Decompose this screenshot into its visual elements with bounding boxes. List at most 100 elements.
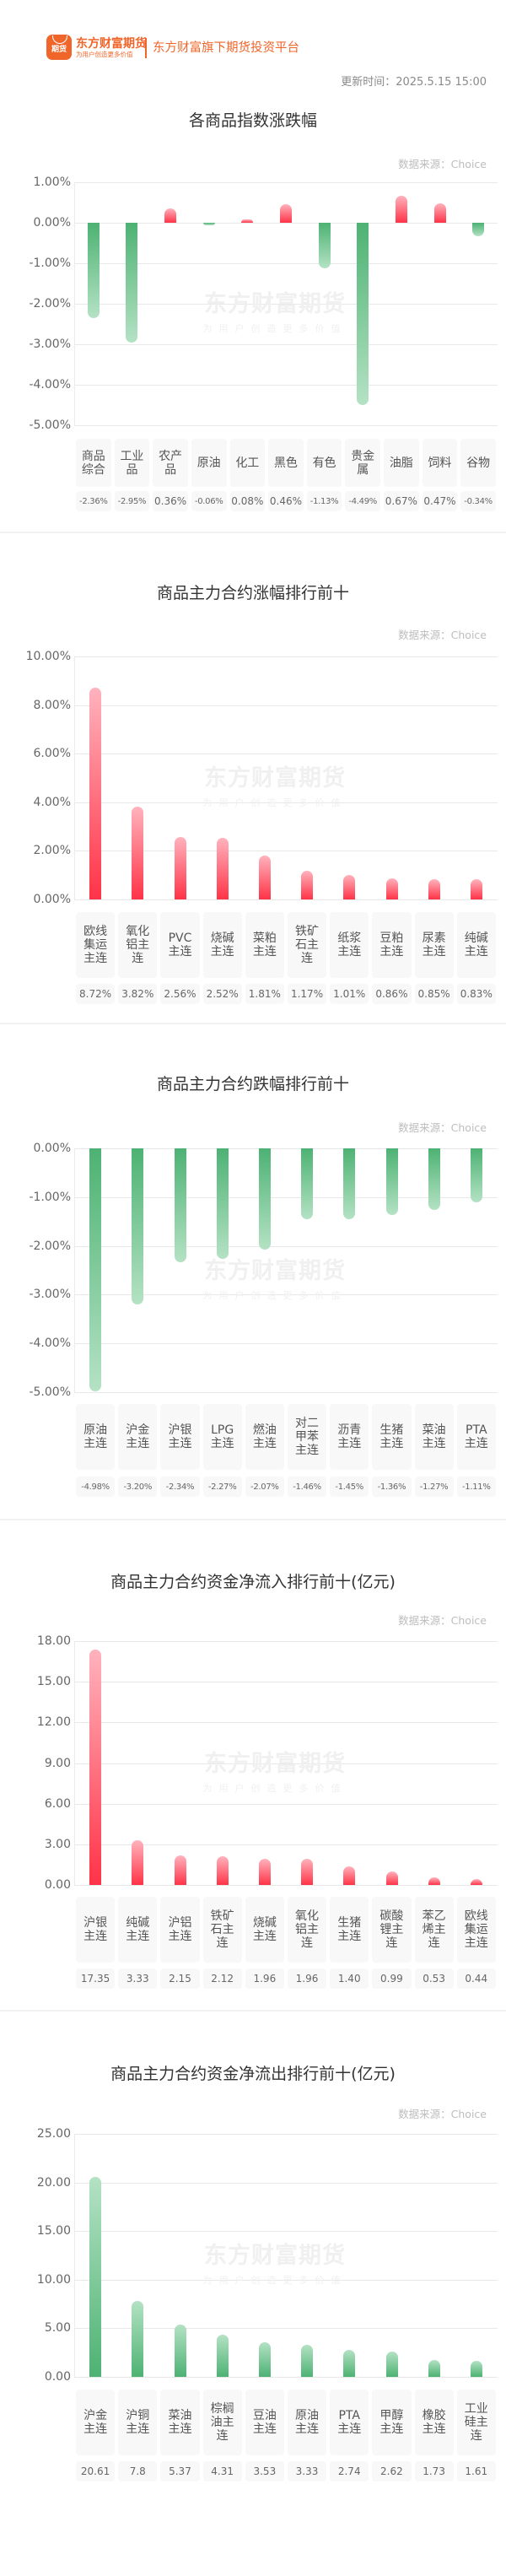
bar[interactable] <box>216 1148 229 1260</box>
value-label: -2.27% <box>202 1477 242 1497</box>
platform-tagline: 东方财富旗下期货投资平台 <box>153 41 299 55</box>
category-label: 豆粕主连 <box>372 912 412 978</box>
value-label: -1.36% <box>372 1477 412 1497</box>
bar[interactable] <box>174 1148 186 1263</box>
bar[interactable] <box>174 837 186 899</box>
bar[interactable] <box>428 1877 440 1885</box>
value-label: 20.61 <box>76 2461 116 2481</box>
category-labels: 沪银主连 纯碱主连 沪铝主连 铁矿石主连 烧碱主连 氧化铝主连 生猪主连 碳酸锂主连 苯乙烯主连… <box>76 1897 496 1963</box>
value-label: -1.11% <box>456 1477 496 1497</box>
gridline <box>74 1392 498 1393</box>
gridline <box>74 899 498 900</box>
bar[interactable] <box>87 223 100 319</box>
gridline <box>74 2231 498 2233</box>
category-label: 化工 <box>229 439 266 487</box>
value-label: 0.08% <box>229 491 266 511</box>
y-tick-label: 3.00 <box>44 1837 71 1851</box>
bar[interactable] <box>258 1858 271 1885</box>
bar[interactable] <box>216 1855 229 1885</box>
bar[interactable] <box>280 203 292 223</box>
bar[interactable] <box>343 874 356 899</box>
y-tick-label: -4.00% <box>29 1337 71 1351</box>
bar[interactable] <box>343 1148 356 1219</box>
bar[interactable] <box>301 1858 314 1885</box>
category-label: 饲料 <box>422 439 458 487</box>
bar[interactable] <box>174 2325 186 2377</box>
value-label: -0.06% <box>191 491 227 511</box>
category-label: 原油主连 <box>287 2390 327 2455</box>
gridline <box>74 1343 498 1345</box>
bar[interactable] <box>395 195 407 223</box>
plot-area <box>74 1641 498 1886</box>
bar[interactable] <box>470 2361 482 2377</box>
category-label: 甲醇主连 <box>372 2390 412 2455</box>
bar[interactable] <box>164 208 177 223</box>
gridline <box>74 263 498 264</box>
bar[interactable] <box>470 879 482 899</box>
bar[interactable] <box>132 1148 144 1304</box>
bar[interactable] <box>89 1148 102 1391</box>
bar[interactable] <box>258 855 271 899</box>
y-tick-label: 10.00% <box>25 650 71 663</box>
bar[interactable] <box>428 1148 440 1211</box>
bar[interactable] <box>89 687 102 899</box>
value-label: -2.36% <box>76 491 111 511</box>
bar[interactable] <box>216 838 229 899</box>
bar[interactable] <box>89 2176 102 2377</box>
bar[interactable] <box>385 1148 398 1215</box>
bar[interactable] <box>132 1839 144 1885</box>
category-label: 沪银主连 <box>160 1404 200 1470</box>
bar[interactable] <box>126 223 138 343</box>
bar[interactable] <box>132 806 144 899</box>
bar[interactable] <box>428 878 440 899</box>
logo-icon: 期货 <box>46 35 72 60</box>
bar[interactable] <box>301 1148 314 1220</box>
bar[interactable] <box>301 871 314 899</box>
y-tick-label: 15.00 <box>36 2224 71 2238</box>
bar[interactable] <box>132 2301 144 2377</box>
section-divider <box>0 2010 506 2012</box>
data-source: 数据来源：Choice <box>398 1121 487 1134</box>
bar[interactable] <box>89 1650 102 1885</box>
bar[interactable] <box>433 203 446 223</box>
y-tick-label: -3.00% <box>29 338 71 351</box>
bar[interactable] <box>301 2344 314 2377</box>
category-label: 沪铜主连 <box>118 2390 158 2455</box>
bar[interactable] <box>385 878 398 899</box>
bar[interactable] <box>343 1866 356 1885</box>
gridline <box>74 753 498 755</box>
category-label: 尿素主连 <box>414 912 454 978</box>
gridline <box>74 223 498 224</box>
section-divider <box>0 532 506 533</box>
plot-area <box>74 182 498 426</box>
bar[interactable] <box>258 1148 271 1250</box>
gridline <box>74 1763 498 1764</box>
bar[interactable] <box>470 1878 482 1885</box>
bar[interactable] <box>343 2350 356 2377</box>
category-label: 氧化铝主连 <box>287 1897 327 1963</box>
y-tick-label: 4.00% <box>33 795 71 809</box>
bar[interactable] <box>385 1871 398 1885</box>
bar[interactable] <box>428 2360 440 2377</box>
category-label: 烧碱主连 <box>245 1897 284 1963</box>
gridline <box>74 385 498 386</box>
category-label: 沥青主连 <box>330 1404 369 1470</box>
bar[interactable] <box>241 219 254 223</box>
bar[interactable] <box>318 223 331 269</box>
bar[interactable] <box>258 2342 271 2377</box>
data-source: 数据来源：Choice <box>398 1614 487 1627</box>
bar[interactable] <box>174 1855 186 1885</box>
bar[interactable] <box>470 1148 482 1203</box>
value-label: 0.53 <box>414 1968 454 1989</box>
gridline <box>74 2377 498 2378</box>
bar[interactable] <box>202 223 215 225</box>
bar[interactable] <box>472 223 485 237</box>
bar[interactable] <box>357 223 369 405</box>
bar[interactable] <box>385 2351 398 2377</box>
bar[interactable] <box>216 2335 229 2377</box>
y-tick-label: -4.00% <box>29 378 71 392</box>
category-label: 黑色 <box>268 439 304 487</box>
gridline <box>74 2279 498 2281</box>
gridline <box>74 425 498 426</box>
y-tick-label: 0.00% <box>33 216 71 230</box>
